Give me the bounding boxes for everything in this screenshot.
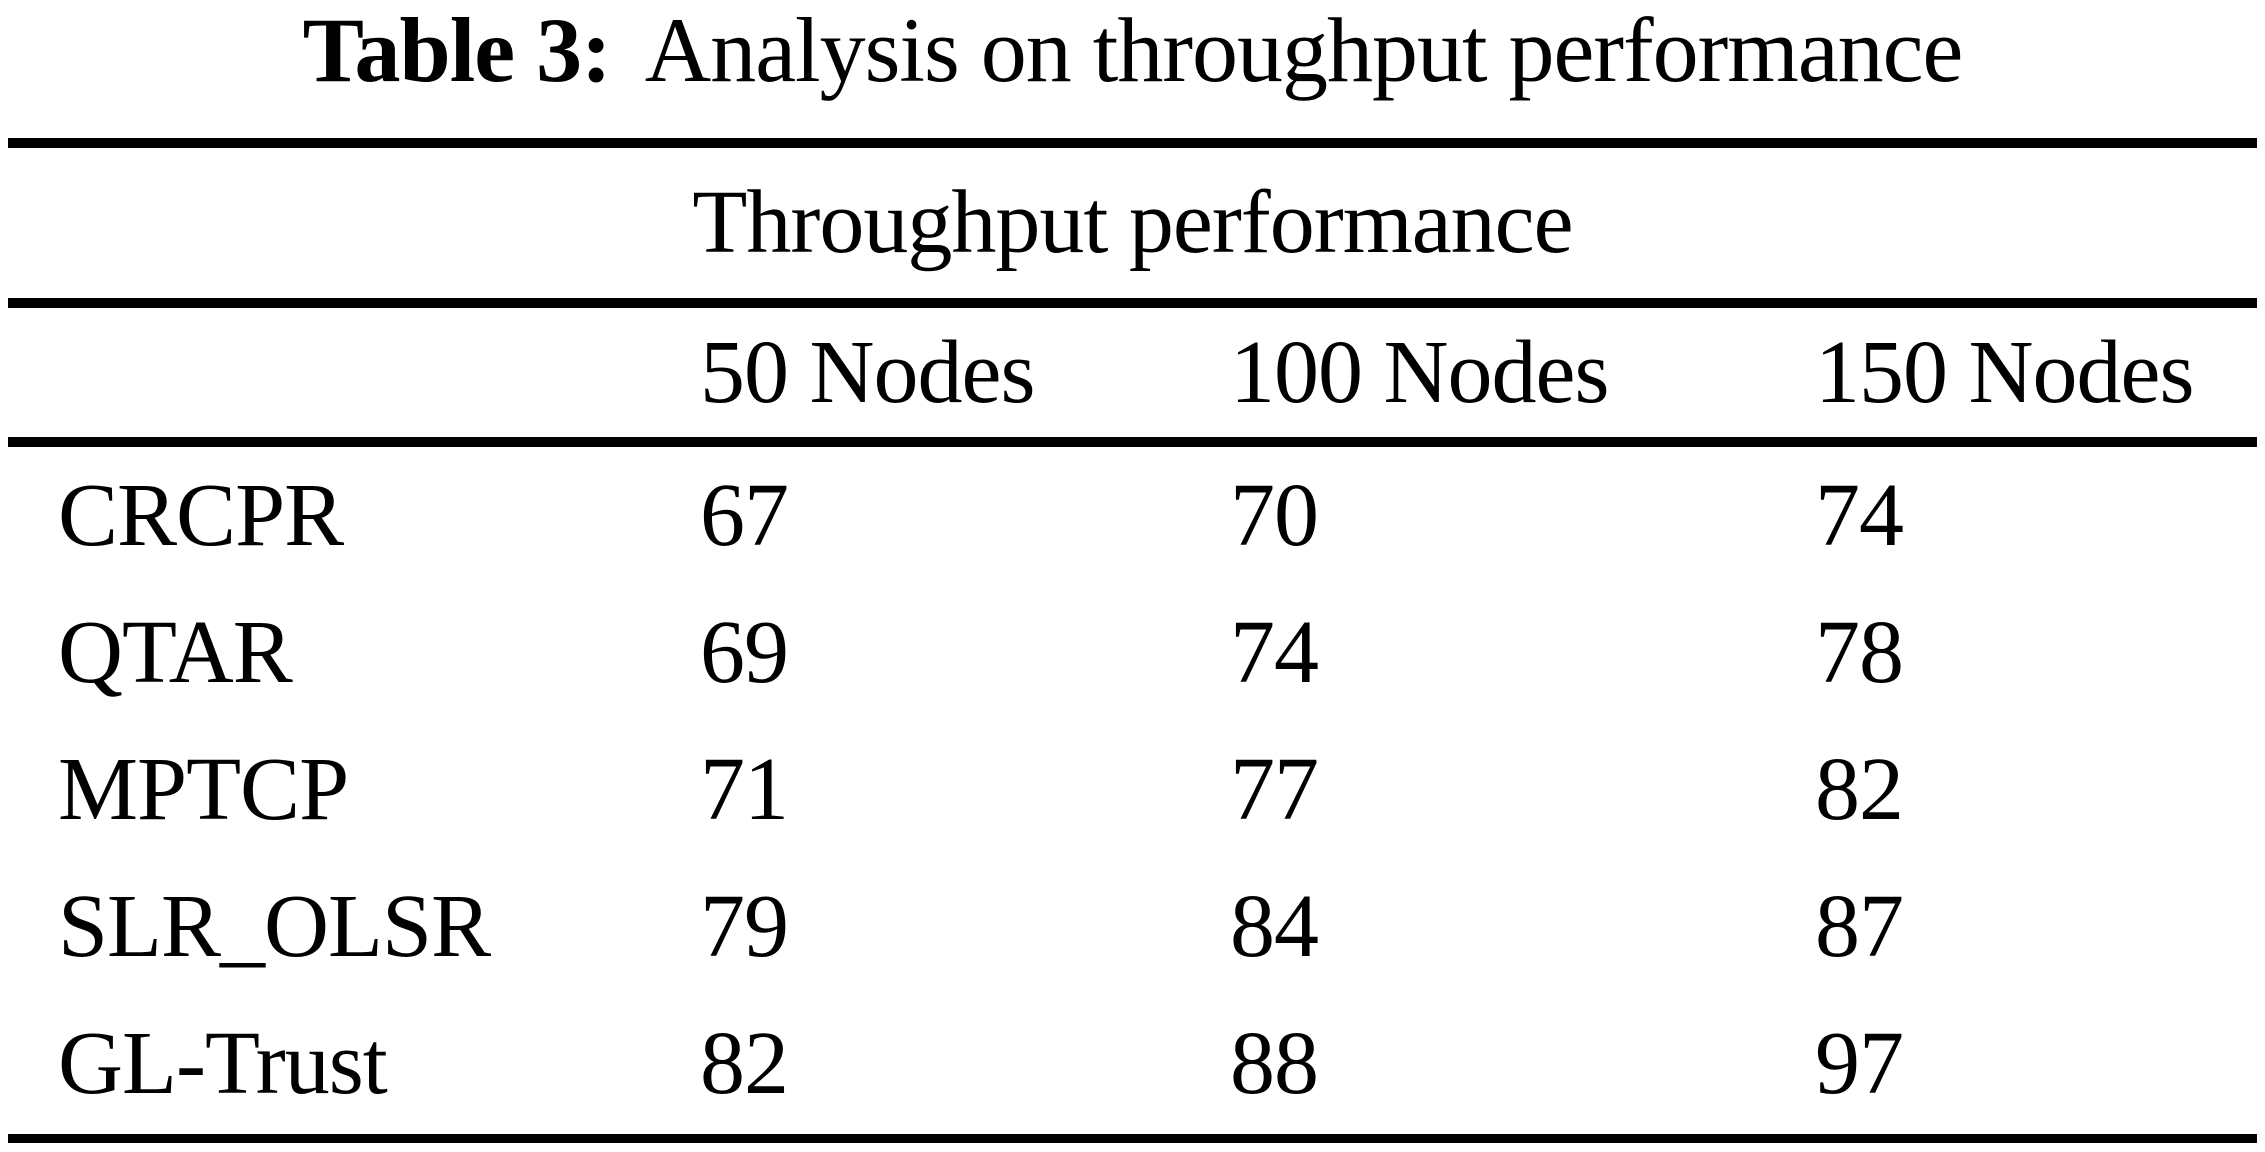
cell-value: 70 bbox=[1230, 466, 1319, 565]
cell-value: 87 bbox=[1815, 877, 1904, 976]
table-top-rule bbox=[8, 138, 2257, 148]
row-label: SLR_OLSR bbox=[58, 877, 491, 976]
caption-label: Table 3: bbox=[302, 0, 612, 101]
cell-value: 84 bbox=[1230, 877, 1319, 976]
cell-value: 82 bbox=[700, 1014, 789, 1113]
column-header-divider-rule bbox=[8, 437, 2257, 447]
row-label: QTAR bbox=[58, 603, 293, 702]
cell-value: 74 bbox=[1230, 603, 1319, 702]
table-row: MPTCP 71 77 82 bbox=[0, 721, 2265, 858]
column-header-50-nodes: 50 Nodes bbox=[700, 323, 1035, 422]
cell-value: 97 bbox=[1815, 1014, 1904, 1113]
table-body: CRCPR 67 70 74 QTAR 69 74 78 MPTCP 71 77… bbox=[0, 447, 2265, 1132]
table-row: CRCPR 67 70 74 bbox=[0, 447, 2265, 584]
spanning-column-header: Throughput performance bbox=[692, 173, 1573, 272]
cell-value: 67 bbox=[700, 466, 789, 565]
column-header-row: 50 Nodes 100 Nodes 150 Nodes bbox=[0, 308, 2265, 437]
row-label: MPTCP bbox=[58, 740, 349, 839]
table-bottom-rule bbox=[8, 1134, 2257, 1143]
cell-value: 88 bbox=[1230, 1014, 1319, 1113]
spanning-header-divider-rule bbox=[8, 298, 2257, 308]
cell-value: 82 bbox=[1815, 740, 1904, 839]
table-row: SLR_OLSR 79 84 87 bbox=[0, 858, 2265, 995]
cell-value: 79 bbox=[700, 877, 789, 976]
cell-value: 77 bbox=[1230, 740, 1319, 839]
row-label: GL-Trust bbox=[58, 1014, 388, 1113]
column-header-150-nodes: 150 Nodes bbox=[1815, 323, 2194, 422]
cell-value: 69 bbox=[700, 603, 789, 702]
cell-value: 71 bbox=[700, 740, 789, 839]
caption-text: Analysis on throughput performance bbox=[644, 0, 1964, 101]
table-row: QTAR 69 74 78 bbox=[0, 584, 2265, 721]
table-caption: Table 3: Analysis on throughput performan… bbox=[0, 0, 2265, 100]
cell-value: 74 bbox=[1815, 466, 1904, 565]
row-label: CRCPR bbox=[58, 466, 344, 565]
column-header-100-nodes: 100 Nodes bbox=[1230, 323, 1609, 422]
cell-value: 78 bbox=[1815, 603, 1904, 702]
table-row: GL-Trust 82 88 97 bbox=[0, 995, 2265, 1132]
stub-header-cell bbox=[0, 308, 700, 437]
